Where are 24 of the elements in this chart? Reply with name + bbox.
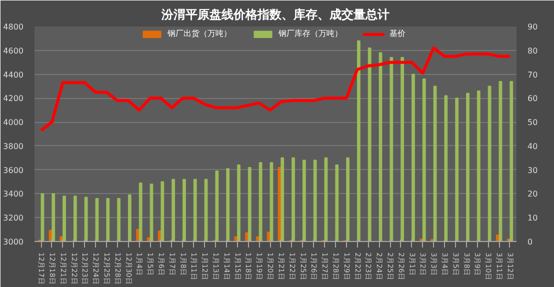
y-tick-label: 4000: [3, 118, 24, 128]
y-tick-label: 4400: [3, 70, 24, 80]
y2-tick-label: 60: [528, 94, 538, 104]
y-tick-label: 3200: [3, 214, 24, 223]
y-tick-label: 3800: [3, 142, 24, 151]
chart-title: 汾渭平原盘线价格指数、库存、成交量总计: [160, 8, 390, 22]
legend-label: 钢厂出货（万吨）: [168, 28, 232, 39]
y2-tick-label: 50: [528, 118, 538, 128]
y2-tick-label: 40: [528, 142, 538, 151]
legend-label: 钢厂库存（万吨）: [278, 28, 342, 39]
y-tick-label: 4200: [3, 94, 24, 104]
y2-tick-label: 30: [528, 166, 538, 175]
y-tick-label: 3400: [3, 190, 24, 199]
y-tick-label: 4600: [3, 46, 24, 56]
y-tick-label: 3000: [3, 238, 24, 246]
y2-tick-label: 90: [528, 22, 538, 32]
legend-label: 基价: [390, 28, 406, 39]
y-tick-label: 4800: [3, 22, 24, 32]
y2-tick-label: 0: [528, 238, 533, 246]
y2-tick-label: 80: [528, 46, 538, 56]
y2-tick-label: 20: [528, 190, 538, 199]
y2-tick-label: 70: [528, 70, 538, 80]
y2-tick-label: 10: [528, 214, 538, 223]
y-tick-label: 3600: [3, 166, 24, 175]
